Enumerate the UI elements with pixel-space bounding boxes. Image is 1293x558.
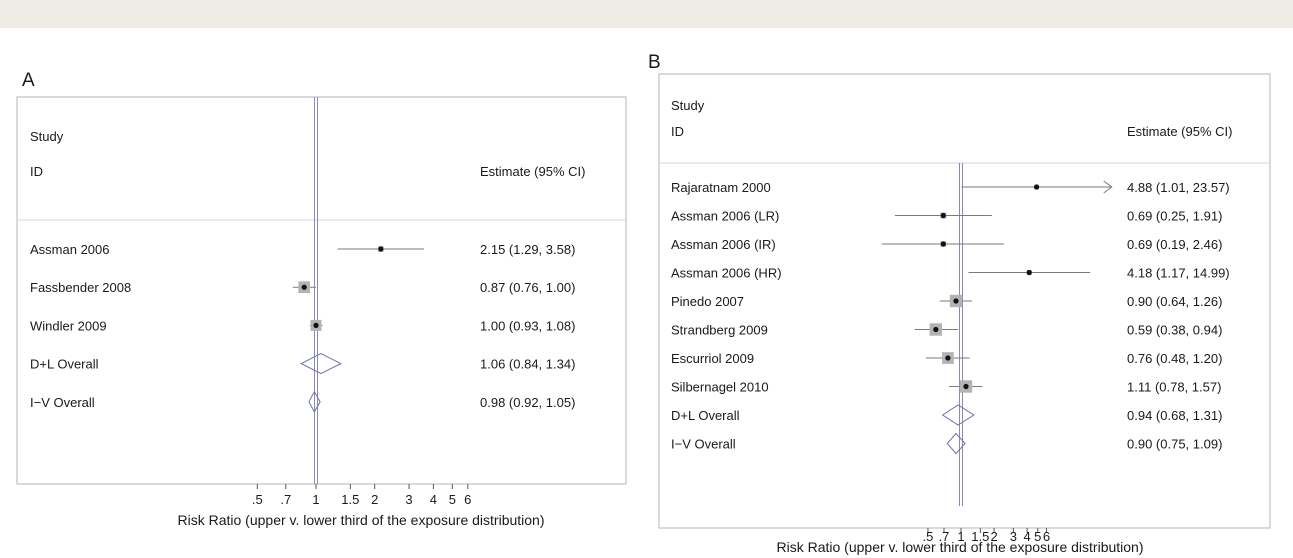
x-tick-label: 6 [1043, 529, 1050, 544]
panel-b-header-estimate: Estimate (95% CI) [1127, 124, 1232, 139]
panel-a-plot-area: .5 .7 1 1.5 2 3 4 5 6 Assman 2006 2.15 (1.29, 3.58… [30, 97, 575, 507]
estimate-label: 0.76 (0.48, 1.20) [1127, 351, 1222, 366]
point-estimate [940, 212, 946, 219]
x-tick-label: 3 [1010, 529, 1017, 544]
panel-a-header-estimate: Estimate (95% CI) [480, 164, 585, 179]
point-estimate [940, 241, 946, 247]
panel-a-label: A [22, 70, 35, 91]
panel-a-header-study: Study [30, 129, 64, 144]
point-estimate [378, 246, 384, 252]
x-tick-label: 1 [957, 529, 964, 544]
panel-a-x-axis-title: Risk Ratio (upper v. lower third of the … [177, 512, 544, 528]
estimate-label: 0.98 (0.92, 1.05) [480, 395, 575, 410]
panel-b-x-axis-title: Risk Ratio (upper v. lower third of the … [776, 539, 1143, 555]
study-label: Assman 2006 (LR) [671, 209, 779, 224]
x-tick-label: 5 [449, 492, 456, 507]
estimate-label: 0.69 (0.19, 2.46) [1127, 237, 1222, 252]
point-estimate [953, 298, 959, 304]
x-tick-label: 6 [464, 492, 471, 507]
panel-b-header-id: ID [671, 124, 684, 139]
point-estimate [1026, 269, 1032, 276]
study-label: Escurriol 2009 [671, 351, 754, 366]
panel-a-header-id: ID [30, 164, 43, 179]
x-tick-label: 5 [1034, 529, 1041, 544]
study-label: Strandberg 2009 [671, 323, 768, 338]
estimate-label: 0.87 (0.76, 1.00) [480, 280, 575, 295]
x-tick-label: 2 [371, 492, 378, 507]
estimate-label: 4.88 (1.01, 23.57) [1127, 180, 1230, 195]
ci-arrow [1103, 180, 1113, 194]
point-estimate [945, 355, 951, 361]
panel-a-frame [16, 96, 627, 485]
study-label: Assman 2006 (IR) [671, 237, 776, 252]
estimate-label: 2.15 (1.29, 3.58) [480, 242, 575, 257]
study-label: Windler 2009 [30, 318, 107, 333]
x-tick-label: .5 [252, 492, 263, 507]
x-tick-label: .5 [923, 529, 934, 544]
panel-b-plot-area: .5 .7 1 1.5 2 3 4 5 6 Rajaratnam 2000 4.88 (1.01, … [671, 163, 1230, 544]
estimate-label: 0.90 (0.64, 1.26) [1127, 294, 1222, 309]
estimate-label: 4.18 (1.17, 14.99) [1127, 266, 1230, 281]
study-label: I−V Overall [671, 437, 736, 452]
study-label: Assman 2006 [30, 242, 110, 257]
study-label: Fassbender 2008 [30, 280, 131, 295]
x-tick-label: .7 [939, 529, 950, 544]
x-tick-label: 1.5 [971, 529, 989, 544]
study-label: Assman 2006 (HR) [671, 266, 782, 281]
panel-b-header-study: Study [671, 98, 705, 113]
study-label: Silbernagel 2010 [671, 380, 769, 395]
overall-diamond [308, 390, 321, 413]
study-label: Rajaratnam 2000 [671, 180, 771, 195]
x-tick-label: 2 [990, 529, 997, 544]
point-estimate [1034, 184, 1040, 190]
overall-diamond [946, 432, 966, 455]
overall-diamond [300, 353, 342, 375]
x-tick-label: 1.5 [341, 492, 359, 507]
overall-diamond [941, 404, 975, 426]
point-estimate [313, 322, 319, 328]
estimate-label: 1.11 (0.78, 1.57) [1127, 380, 1221, 395]
estimate-label: 1.06 (0.84, 1.34) [480, 357, 575, 372]
estimate-label: 0.59 (0.38, 0.94) [1127, 323, 1222, 338]
panel-a: A Study ID Estimate (95% CI) .5 .7 1 1.5 2 3 4… [16, 70, 627, 528]
estimate-label: 0.69 (0.25, 1.91) [1127, 209, 1222, 224]
point-estimate [963, 383, 969, 390]
study-label: Pinedo 2007 [671, 294, 744, 309]
header-band [0, 0, 1293, 28]
point-estimate [301, 284, 307, 290]
estimate-label: 0.94 (0.68, 1.31) [1127, 408, 1222, 423]
study-label: I−V Overall [30, 395, 95, 410]
study-label: D+L Overall [30, 357, 99, 372]
estimate-label: 0.90 (0.75, 1.09) [1127, 437, 1222, 452]
x-tick-label: 4 [1024, 529, 1031, 544]
x-tick-label: 1 [312, 492, 319, 507]
x-tick-label: .7 [280, 492, 291, 507]
study-label: D+L Overall [671, 408, 740, 423]
x-tick-label: 4 [430, 492, 437, 507]
panel-b: B Study ID Estimate (95% CI) .5.7 1 1.5 2 3 4… [648, 52, 1271, 555]
panel-b-label: B [648, 52, 661, 73]
x-tick-label: 3 [405, 492, 412, 507]
point-estimate [933, 326, 939, 333]
estimate-label: 1.00 (0.93, 1.08) [480, 318, 575, 333]
